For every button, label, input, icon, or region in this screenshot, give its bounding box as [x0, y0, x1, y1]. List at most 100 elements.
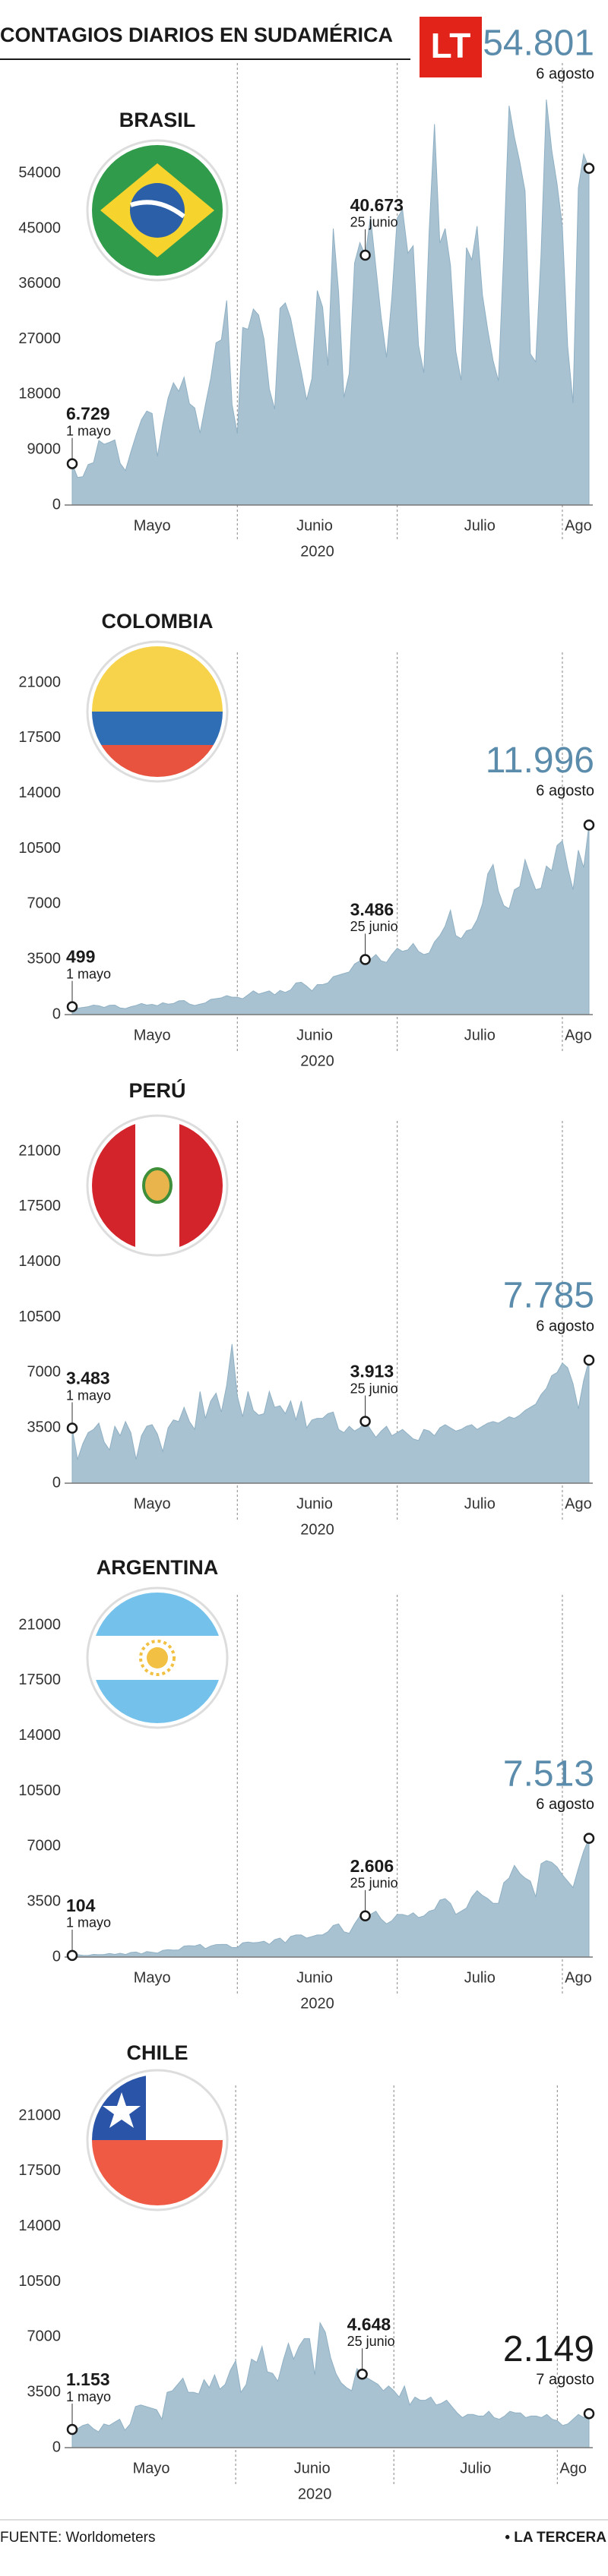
annotation-date: 1 mayo	[66, 1387, 111, 1403]
flag-peru	[86, 1114, 229, 1257]
y-tick-label: 17500	[18, 1198, 61, 1214]
y-tick-label: 17500	[18, 1672, 61, 1688]
annotation-point	[66, 2423, 78, 2436]
x-axis-title: 2020	[300, 1521, 334, 1538]
x-tick-label: Ago	[559, 2460, 587, 2477]
annotation-date: 1 mayo	[66, 2389, 111, 2404]
annotation-value: 499	[66, 947, 95, 967]
annotation-value: 1.153	[66, 2369, 110, 2389]
x-tick-label: Julio	[464, 517, 496, 534]
annotation-point	[359, 954, 371, 965]
area	[71, 2321, 590, 2448]
y-tick-label: 17500	[18, 729, 61, 746]
y-tick-label: 10500	[18, 1309, 61, 1325]
highlight-date: 6 agosto	[536, 783, 594, 800]
annotation-point	[66, 458, 78, 469]
y-tick-label: 3500	[27, 2383, 62, 2400]
area	[71, 825, 590, 1015]
y-tick-label: 7000	[27, 1364, 62, 1381]
highlight-value: 2.149	[503, 2329, 594, 2369]
x-tick-label: Mayo	[134, 1969, 171, 1986]
x-tick-label: Ago	[565, 1969, 592, 1986]
x-tick-label: Julio	[464, 1969, 496, 1986]
annotation-point	[583, 1833, 595, 1844]
y-tick-label: 21000	[18, 1142, 61, 1159]
annotation-date: 1 mayo	[66, 423, 111, 438]
y-tick-label: 45000	[18, 219, 61, 236]
annotation-point	[66, 1949, 78, 1962]
annotation-value: 104	[66, 1896, 96, 1915]
x-axis-title: 2020	[300, 1053, 334, 1069]
y-tick-label: 0	[52, 2439, 61, 2455]
chart-title: COLOMBIA	[102, 610, 214, 633]
y-tick-label: 3500	[27, 1419, 62, 1435]
y-tick-label: 18000	[18, 386, 61, 402]
y-tick-label: 14000	[18, 1253, 61, 1270]
x-axis-title: 2020	[300, 1995, 334, 2012]
annotation-point	[66, 1001, 78, 1012]
annotation-value: 6.729	[66, 404, 110, 424]
x-tick-label: Ago	[565, 1027, 592, 1043]
x-tick-label: Junio	[296, 1027, 333, 1043]
footer-source: FUENTE: Worldometers	[0, 2530, 155, 2546]
annotation-point	[356, 2369, 368, 2380]
highlight-date: 6 agosto	[536, 1318, 594, 1334]
y-tick-label: 14000	[18, 1727, 61, 1744]
annotation-point	[359, 249, 371, 261]
annotation-value: 3.913	[350, 1362, 394, 1381]
y-tick-label: 14000	[18, 2218, 61, 2234]
y-tick-label: 0	[52, 1005, 61, 1022]
y-tick-label: 3500	[27, 1893, 62, 1909]
y-tick-label: 27000	[18, 330, 61, 347]
header-title: CONTAGIOS DIARIOS EN SUDAMÉRICA	[0, 23, 393, 46]
annotation-point	[359, 1910, 371, 1922]
chart-title: ARGENTINA	[97, 1556, 219, 1579]
annotation-point	[359, 1416, 371, 1427]
annotation-date: 25 junio	[347, 2334, 395, 2349]
highlight-value: 7.513	[503, 1754, 594, 1794]
annotation-point	[583, 2408, 595, 2420]
y-tick-label: 7000	[27, 1838, 62, 1855]
x-tick-label: Ago	[565, 517, 592, 534]
y-tick-label: 21000	[18, 1616, 61, 1633]
flag-chile	[86, 2069, 229, 2211]
annotation-point	[66, 1422, 78, 1434]
x-tick-label: Junio	[296, 1969, 333, 1986]
logo: LT	[431, 26, 471, 65]
x-tick-label: Junio	[296, 517, 333, 534]
flag-brasil	[86, 139, 229, 282]
annotation-date: 25 junio	[350, 919, 398, 934]
chart-title: PERÚ	[128, 1078, 185, 1102]
x-tick-label: Mayo	[134, 1027, 171, 1043]
y-tick-label: 21000	[18, 2107, 61, 2123]
y-tick-label: 17500	[18, 2162, 61, 2179]
area	[71, 1343, 590, 1484]
x-tick-label: Mayo	[134, 517, 171, 534]
highlight-value: 11.996	[486, 740, 594, 781]
y-tick-label: 36000	[18, 275, 61, 292]
highlight-date: 6 agosto	[536, 1796, 594, 1813]
y-tick-label: 54000	[18, 164, 61, 181]
annotation-value: 3.486	[350, 900, 394, 920]
area	[71, 99, 590, 506]
y-tick-label: 0	[52, 496, 61, 513]
y-tick-label: 7000	[27, 895, 62, 912]
area	[71, 1838, 590, 1958]
y-tick-label: 21000	[18, 674, 61, 690]
footer-brand: • LA TERCERA	[505, 2530, 606, 2546]
annotation-value: 3.483	[66, 1368, 110, 1388]
areas	[71, 63, 590, 2484]
x-tick-label: Ago	[565, 1495, 592, 1512]
annotation-date: 25 junio	[350, 1876, 398, 1891]
x-tick-label: Julio	[464, 1495, 496, 1512]
y-tick-label: 7000	[27, 2328, 62, 2345]
x-tick-label: Mayo	[133, 2460, 170, 2477]
annotation-value: 4.648	[347, 2314, 391, 2334]
annotation-point	[583, 1354, 595, 1366]
annotation-date: 1 mayo	[66, 1915, 111, 1930]
chart-title: CHILE	[127, 2041, 188, 2064]
x-axis-title: 2020	[300, 543, 334, 560]
y-tick-label: 0	[52, 1474, 61, 1491]
highlight-value: 7.785	[503, 1276, 594, 1316]
